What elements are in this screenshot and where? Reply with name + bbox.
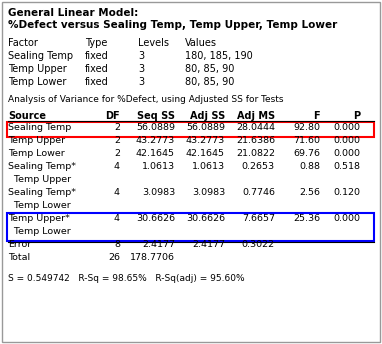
Text: Temp Upper: Temp Upper xyxy=(8,136,65,145)
Text: 3: 3 xyxy=(138,77,144,87)
Text: 71.60: 71.60 xyxy=(293,136,320,145)
Text: Source: Source xyxy=(8,111,46,121)
Text: P: P xyxy=(353,111,360,121)
Text: 2.56: 2.56 xyxy=(299,188,320,197)
Text: Type: Type xyxy=(85,38,107,48)
Text: 178.7706: 178.7706 xyxy=(130,253,175,262)
Text: 80, 85, 90: 80, 85, 90 xyxy=(185,77,235,87)
Text: 8: 8 xyxy=(114,240,120,249)
Text: 43.2773: 43.2773 xyxy=(186,136,225,145)
Text: 21.0822: 21.0822 xyxy=(236,149,275,158)
Text: 4: 4 xyxy=(114,188,120,197)
Text: 92.80: 92.80 xyxy=(293,123,320,132)
Text: 3.0983: 3.0983 xyxy=(142,188,175,197)
Text: 4: 4 xyxy=(114,162,120,171)
Text: 1.0613: 1.0613 xyxy=(192,162,225,171)
Text: Temp Lower: Temp Lower xyxy=(8,77,66,87)
Text: 0.120: 0.120 xyxy=(333,188,360,197)
Text: %Defect versus Sealing Temp, Temp Upper, Temp Lower: %Defect versus Sealing Temp, Temp Upper,… xyxy=(8,20,337,30)
Text: 80, 85, 90: 80, 85, 90 xyxy=(185,64,235,74)
Text: fixed: fixed xyxy=(85,64,109,74)
Text: Temp Upper: Temp Upper xyxy=(8,64,67,74)
Text: 43.2773: 43.2773 xyxy=(136,136,175,145)
Text: Error: Error xyxy=(8,240,31,249)
Text: 0.518: 0.518 xyxy=(333,162,360,171)
Text: Temp Upper: Temp Upper xyxy=(8,175,71,184)
Text: 30.6626: 30.6626 xyxy=(136,214,175,223)
Text: 0.7746: 0.7746 xyxy=(242,188,275,197)
Text: 0.000: 0.000 xyxy=(333,136,360,145)
Text: 7.6657: 7.6657 xyxy=(242,214,275,223)
Text: Temp Upper*: Temp Upper* xyxy=(8,214,70,223)
Text: 2: 2 xyxy=(114,123,120,132)
Bar xyxy=(7,213,374,241)
Text: 2.4177: 2.4177 xyxy=(192,240,225,249)
Text: Sealing Temp: Sealing Temp xyxy=(8,51,73,61)
Text: Values: Values xyxy=(185,38,217,48)
Bar xyxy=(7,122,374,137)
Text: 42.1645: 42.1645 xyxy=(136,149,175,158)
Text: 28.0444: 28.0444 xyxy=(236,123,275,132)
Text: DF: DF xyxy=(105,111,120,121)
Text: 0.000: 0.000 xyxy=(333,214,360,223)
Text: Seq SS: Seq SS xyxy=(137,111,175,121)
Text: 0.88: 0.88 xyxy=(299,162,320,171)
Text: Sealing Temp*: Sealing Temp* xyxy=(8,162,76,171)
Text: Adj SS: Adj SS xyxy=(190,111,225,121)
Text: Sealing Temp*: Sealing Temp* xyxy=(8,188,76,197)
Text: 26: 26 xyxy=(108,253,120,262)
Text: 0.2653: 0.2653 xyxy=(242,162,275,171)
Text: Sealing Temp: Sealing Temp xyxy=(8,123,71,132)
Text: 180, 185, 190: 180, 185, 190 xyxy=(185,51,253,61)
Text: fixed: fixed xyxy=(85,77,109,87)
Text: 2.4177: 2.4177 xyxy=(142,240,175,249)
Text: F: F xyxy=(313,111,320,121)
Text: Total: Total xyxy=(8,253,30,262)
Text: S = 0.549742   R-Sq = 98.65%   R-Sq(adj) = 95.60%: S = 0.549742 R-Sq = 98.65% R-Sq(adj) = 9… xyxy=(8,274,244,283)
Text: 4: 4 xyxy=(114,214,120,223)
Text: Temp Lower: Temp Lower xyxy=(8,227,71,236)
Text: 69.76: 69.76 xyxy=(293,149,320,158)
Text: fixed: fixed xyxy=(85,51,109,61)
Text: 3: 3 xyxy=(138,51,144,61)
Text: Adj MS: Adj MS xyxy=(237,111,275,121)
Text: 0.3022: 0.3022 xyxy=(242,240,275,249)
Text: 0.000: 0.000 xyxy=(333,123,360,132)
Text: 25.36: 25.36 xyxy=(293,214,320,223)
Text: 3.0983: 3.0983 xyxy=(192,188,225,197)
Text: 21.6386: 21.6386 xyxy=(236,136,275,145)
Text: General Linear Model:: General Linear Model: xyxy=(8,8,138,18)
Text: 56.0889: 56.0889 xyxy=(136,123,175,132)
Text: Temp Lower: Temp Lower xyxy=(8,201,71,210)
Text: Levels: Levels xyxy=(138,38,169,48)
Text: 56.0889: 56.0889 xyxy=(186,123,225,132)
Text: Analysis of Variance for %Defect, using Adjusted SS for Tests: Analysis of Variance for %Defect, using … xyxy=(8,95,283,104)
Text: 42.1645: 42.1645 xyxy=(186,149,225,158)
Text: 30.6626: 30.6626 xyxy=(186,214,225,223)
Text: 2: 2 xyxy=(114,149,120,158)
Text: 2: 2 xyxy=(114,136,120,145)
Text: Temp Lower: Temp Lower xyxy=(8,149,65,158)
Text: Factor: Factor xyxy=(8,38,38,48)
Text: 3: 3 xyxy=(138,64,144,74)
Text: 1.0613: 1.0613 xyxy=(142,162,175,171)
Text: 0.000: 0.000 xyxy=(333,149,360,158)
